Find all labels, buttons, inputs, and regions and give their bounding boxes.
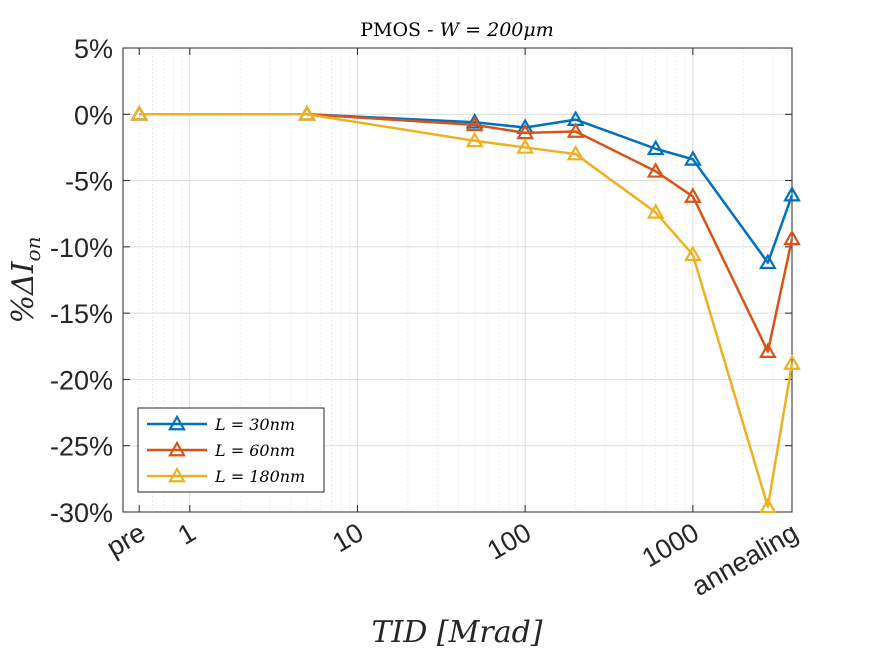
legend-label: L = 60nm bbox=[214, 441, 295, 460]
y-axis-label: %ΔIon bbox=[6, 237, 45, 324]
y-tick-label: -30% bbox=[50, 498, 113, 528]
data-point bbox=[516, 138, 535, 154]
data-point bbox=[566, 122, 585, 138]
y-tick-label: -25% bbox=[50, 432, 113, 462]
series-layer bbox=[130, 105, 801, 514]
legend-marker bbox=[168, 466, 186, 483]
axis-ticks bbox=[123, 47, 793, 513]
minor-grid bbox=[138, 48, 774, 512]
x-axis-label: TID [Mrad] bbox=[371, 615, 542, 650]
data-point bbox=[465, 113, 484, 129]
y-tick-label: 5% bbox=[74, 34, 113, 64]
chart-title: PMOS - W = 200μm bbox=[360, 19, 554, 41]
legend-marker bbox=[168, 414, 186, 431]
data-point bbox=[783, 185, 801, 202]
data-point bbox=[465, 131, 484, 148]
data-point bbox=[516, 123, 535, 140]
y-tick-labels: 5% 0% -5% -10% -15% -20% -25% -30% bbox=[50, 34, 113, 528]
data-point bbox=[683, 245, 702, 262]
data-point bbox=[646, 139, 665, 156]
data-point bbox=[783, 354, 801, 370]
legend-marker bbox=[168, 440, 186, 457]
data-point bbox=[646, 203, 665, 219]
data-point bbox=[683, 150, 702, 166]
y-tick-label: 0% bbox=[74, 100, 113, 130]
data-point bbox=[298, 105, 316, 121]
y-axis-label-subscript: on bbox=[21, 237, 45, 262]
plot-frame bbox=[122, 47, 793, 513]
series-line bbox=[139, 113, 794, 353]
y-axis-label-main: %ΔI bbox=[6, 260, 41, 323]
data-point bbox=[758, 342, 777, 358]
data-point bbox=[783, 229, 801, 246]
legend: L = 30nm L = 60nm L = 180nm bbox=[137, 407, 325, 493]
data-point bbox=[130, 105, 149, 121]
data-point bbox=[566, 144, 585, 161]
data-point bbox=[465, 115, 484, 132]
y-tick-label: -15% bbox=[50, 299, 113, 329]
legend-label: L = 30nm bbox=[214, 415, 295, 434]
data-point bbox=[758, 253, 777, 270]
series-3 bbox=[130, 105, 801, 514]
chart-title-prefix: PMOS - bbox=[360, 19, 439, 41]
data-point bbox=[683, 187, 702, 203]
y-tick-label: -20% bbox=[50, 365, 113, 395]
legend-label: L = 180nm bbox=[214, 467, 305, 486]
data-point bbox=[758, 497, 777, 514]
y-tick-label: -10% bbox=[50, 233, 113, 263]
data-point bbox=[646, 162, 665, 178]
chart-title-math: W = 200μm bbox=[440, 19, 554, 41]
series-line bbox=[139, 113, 794, 508]
y-tick-label: -5% bbox=[65, 167, 113, 197]
